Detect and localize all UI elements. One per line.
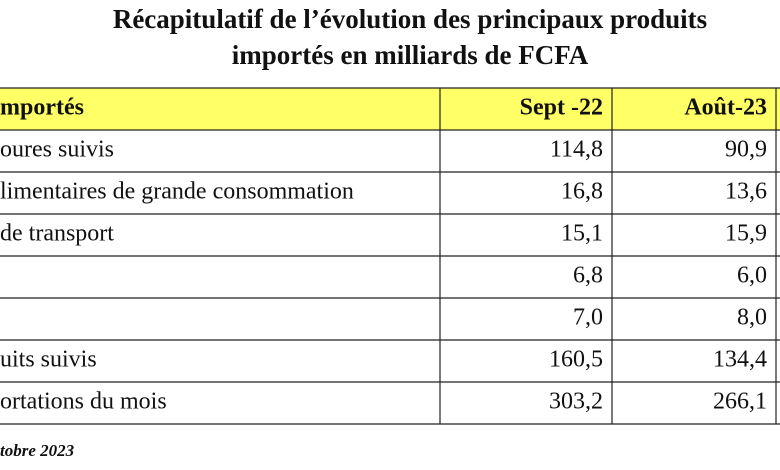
header-cell: mportés [0,95,84,121]
title-line: Récapitulatif de l’évolution des princip… [113,4,707,34]
cell-value: 6,0 [737,263,767,289]
cell-value: 90,9 [725,137,767,163]
cell-value: 6,8 [573,263,603,289]
row-label: ortations du mois [0,389,167,415]
cell-value: 13,6 [725,179,767,205]
cell-value: 303,2 [549,389,603,415]
cell-value: 8,0 [737,305,767,331]
row-label: uits suivis [0,347,97,373]
header-background [0,88,780,130]
header-cell: Août-23 [684,95,767,121]
row-label: de transport [0,221,114,247]
cell-value: 15,9 [725,221,767,247]
cell-value: 114,8 [550,137,603,163]
title-line: importés en milliards de FCFA [232,40,589,70]
header-cell: Sept -22 [520,95,603,121]
cell-value: 266,1 [713,389,767,415]
cell-value: 16,8 [561,179,603,205]
row-label: limentaires de grande consommation [0,179,354,205]
cell-value: 15,1 [561,221,603,247]
cell-value: 134,4 [713,347,767,373]
cell-value: 160,5 [549,347,603,373]
row-label: oures suivis [0,137,114,163]
cell-value: 7,0 [573,305,603,331]
footer-note: tobre 2023 [0,441,75,460]
